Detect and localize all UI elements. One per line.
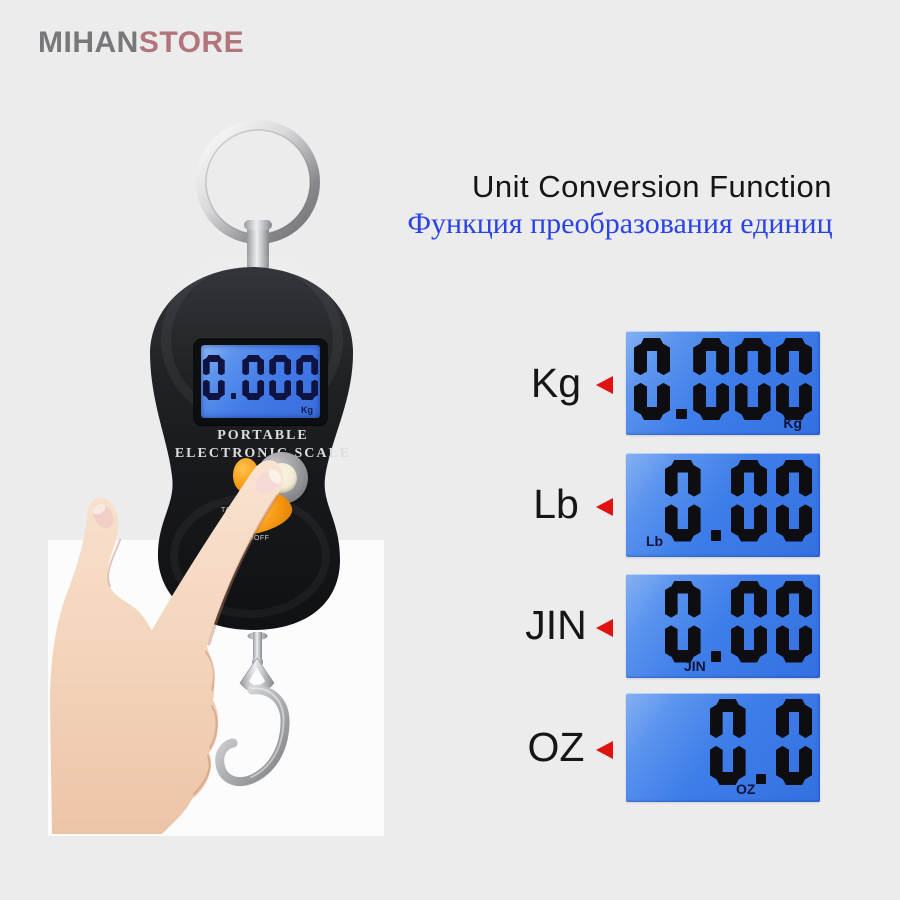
lcd-digits-jin bbox=[626, 580, 820, 663]
red-arrow-icon bbox=[596, 740, 613, 759]
lcd-digits-lb bbox=[626, 459, 820, 542]
unit-label-oz: OZ bbox=[527, 724, 585, 770]
logo-text-mihan: MIHAN bbox=[38, 26, 139, 59]
unit-panel-row-lb: Lb Lb bbox=[520, 452, 820, 557]
hook-highlight bbox=[250, 687, 285, 779]
panel-unit-oz: OZ bbox=[736, 781, 756, 797]
hook-s-curve bbox=[215, 685, 290, 787]
lcd-digits-kg bbox=[626, 338, 820, 420]
lcd-panel-lb: Lb bbox=[626, 452, 820, 557]
unit-panel-row-jin: JIN JIN bbox=[520, 573, 820, 678]
hand-silhouette bbox=[50, 460, 284, 834]
stem-cap bbox=[244, 220, 272, 230]
device-lcd-frame: Kg bbox=[193, 337, 328, 426]
panel-unit-jin: JIN bbox=[684, 657, 706, 674]
unit-label-kg: Kg bbox=[530, 359, 582, 406]
hand-creases bbox=[107, 494, 279, 795]
on-off-button-label: ON/OFF bbox=[240, 535, 270, 542]
heading-subtitle-russian: Функция преобразования единиц bbox=[407, 207, 833, 240]
lcd-digits-oz bbox=[626, 699, 820, 785]
ring-stem bbox=[247, 224, 269, 270]
index-fingernail bbox=[255, 469, 282, 494]
brand-line-portable: PORTABLE bbox=[217, 428, 309, 443]
lcd-panel-jin: JIN bbox=[626, 573, 820, 678]
panel-unit-kg: Kg bbox=[783, 415, 802, 431]
red-arrow-icon bbox=[596, 497, 613, 516]
unit-panel-row-oz: OZ OZ bbox=[520, 693, 820, 802]
red-arrow-icon bbox=[596, 618, 613, 637]
thumbnail bbox=[92, 503, 114, 529]
unit-label-jin: JIN bbox=[525, 602, 587, 648]
heading-title: Unit Conversion Function bbox=[471, 169, 833, 204]
unit-panel-row-kg: Kg Kg bbox=[520, 331, 820, 435]
device-lcd-digits bbox=[201, 355, 320, 400]
lcd-panel-kg: Kg bbox=[626, 331, 820, 435]
logo-text-store: STORE bbox=[138, 26, 245, 59]
lcd-panel-oz: OZ bbox=[626, 693, 820, 802]
unit-label-lb: Lb bbox=[533, 481, 579, 527]
device-lcd-screen: Kg bbox=[201, 345, 320, 418]
hook-pin bbox=[253, 632, 262, 664]
hook-eye-hole bbox=[249, 668, 265, 685]
brand-line-electronic-scale: ELECTRONIC SCALE bbox=[174, 446, 352, 461]
panel-unit-lb: Lb bbox=[646, 532, 664, 549]
red-arrow-icon bbox=[596, 376, 613, 394]
device-lcd-unit: Kg bbox=[301, 405, 313, 415]
store-logo: MIHANSTORE bbox=[38, 26, 244, 60]
